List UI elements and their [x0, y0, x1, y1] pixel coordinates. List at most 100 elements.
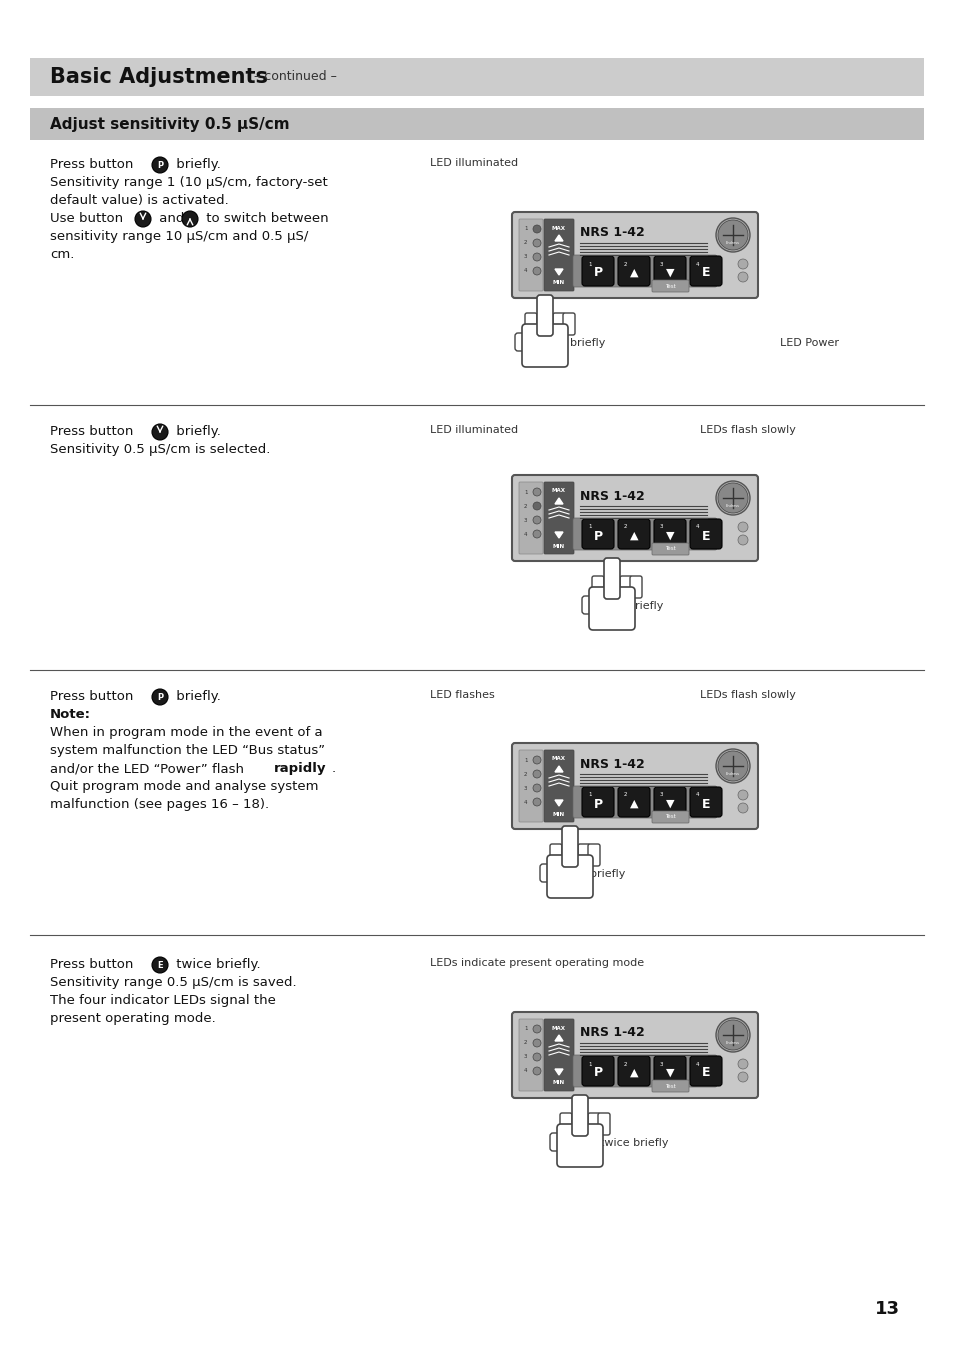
Polygon shape	[555, 1036, 562, 1041]
Text: 13: 13	[874, 1301, 899, 1318]
Circle shape	[533, 502, 540, 510]
Text: 4: 4	[696, 525, 699, 530]
Text: MAX: MAX	[552, 226, 565, 230]
Text: 4: 4	[696, 1061, 699, 1067]
Polygon shape	[555, 800, 562, 806]
Text: LED illuminated: LED illuminated	[430, 158, 517, 168]
FancyBboxPatch shape	[573, 518, 717, 550]
Text: 2: 2	[523, 503, 527, 508]
Circle shape	[152, 425, 168, 439]
FancyBboxPatch shape	[603, 558, 619, 599]
FancyBboxPatch shape	[557, 1124, 602, 1167]
Text: NRS 1-42: NRS 1-42	[579, 1026, 644, 1040]
FancyBboxPatch shape	[537, 295, 553, 337]
Text: briefly: briefly	[589, 869, 625, 879]
Text: LED illuminated: LED illuminated	[430, 425, 517, 435]
Circle shape	[182, 211, 198, 227]
Text: 2: 2	[623, 792, 627, 798]
FancyBboxPatch shape	[587, 844, 599, 867]
FancyBboxPatch shape	[512, 475, 758, 561]
Circle shape	[533, 488, 540, 496]
Text: briefly.: briefly.	[172, 690, 221, 703]
Text: LEDs indicate present operating mode: LEDs indicate present operating mode	[430, 959, 643, 968]
Circle shape	[738, 260, 747, 269]
FancyBboxPatch shape	[654, 519, 685, 549]
Polygon shape	[555, 498, 562, 504]
FancyBboxPatch shape	[543, 219, 574, 291]
Circle shape	[152, 157, 168, 173]
FancyBboxPatch shape	[618, 519, 649, 549]
Text: 2: 2	[523, 1041, 527, 1045]
Text: 1: 1	[523, 489, 527, 495]
Circle shape	[716, 749, 749, 783]
Text: Test: Test	[664, 284, 675, 288]
Text: P: P	[593, 266, 602, 280]
FancyBboxPatch shape	[553, 314, 564, 335]
Text: P: P	[593, 798, 602, 810]
Text: and/or the LED “Power” flash: and/or the LED “Power” flash	[50, 763, 248, 775]
Circle shape	[718, 220, 747, 250]
Circle shape	[533, 516, 540, 525]
FancyBboxPatch shape	[689, 1056, 721, 1086]
Text: Press button: Press button	[50, 158, 137, 170]
Text: ▼: ▼	[665, 268, 674, 279]
Text: 1: 1	[587, 261, 591, 266]
FancyBboxPatch shape	[30, 58, 923, 96]
FancyBboxPatch shape	[543, 483, 574, 554]
Circle shape	[716, 218, 749, 251]
Text: The four indicator LEDs signal the: The four indicator LEDs signal the	[50, 994, 275, 1007]
FancyBboxPatch shape	[689, 787, 721, 817]
Circle shape	[738, 790, 747, 800]
Text: E: E	[701, 530, 709, 542]
Circle shape	[533, 1038, 540, 1046]
FancyBboxPatch shape	[573, 786, 717, 818]
Text: Quit program mode and analyse system: Quit program mode and analyse system	[50, 780, 318, 794]
FancyBboxPatch shape	[618, 1056, 649, 1086]
FancyBboxPatch shape	[518, 483, 542, 554]
Text: ▲: ▲	[629, 268, 638, 279]
Circle shape	[716, 1018, 749, 1052]
Circle shape	[533, 530, 540, 538]
Text: E: E	[701, 266, 709, 280]
FancyBboxPatch shape	[581, 787, 614, 817]
Text: 3: 3	[523, 518, 527, 522]
FancyBboxPatch shape	[521, 324, 567, 366]
FancyBboxPatch shape	[524, 314, 537, 335]
Text: Sensitivity range 1 (10 µS/cm, factory-set: Sensitivity range 1 (10 µS/cm, factory-s…	[50, 176, 328, 189]
Text: briefly: briefly	[569, 338, 605, 347]
Text: Use button: Use button	[50, 212, 128, 224]
FancyBboxPatch shape	[550, 1133, 569, 1151]
Text: Sensitivity 0.5 µS/cm is selected.: Sensitivity 0.5 µS/cm is selected.	[50, 443, 270, 456]
FancyBboxPatch shape	[518, 219, 542, 291]
FancyBboxPatch shape	[618, 787, 649, 817]
Text: rapidly: rapidly	[274, 763, 326, 775]
FancyBboxPatch shape	[588, 587, 635, 630]
FancyBboxPatch shape	[654, 787, 685, 817]
Text: 1: 1	[523, 1026, 527, 1032]
FancyBboxPatch shape	[515, 333, 535, 352]
Text: 2: 2	[523, 241, 527, 246]
Text: 2: 2	[623, 525, 627, 530]
FancyBboxPatch shape	[592, 576, 603, 598]
Text: 1: 1	[587, 792, 591, 798]
Circle shape	[533, 784, 540, 792]
FancyBboxPatch shape	[518, 750, 542, 822]
Text: MAX: MAX	[552, 757, 565, 761]
Polygon shape	[555, 531, 562, 538]
Text: P: P	[157, 694, 163, 702]
Circle shape	[738, 535, 747, 545]
Text: P: P	[593, 1067, 602, 1079]
Text: 4: 4	[523, 799, 527, 804]
Text: Test: Test	[664, 546, 675, 552]
Circle shape	[738, 1059, 747, 1069]
FancyBboxPatch shape	[581, 596, 601, 614]
Text: cm.: cm.	[50, 247, 74, 261]
Text: 1: 1	[587, 1061, 591, 1067]
FancyBboxPatch shape	[651, 544, 688, 556]
Text: – continued –: – continued –	[250, 70, 336, 84]
Text: E: E	[701, 1067, 709, 1079]
Text: default value) is activated.: default value) is activated.	[50, 193, 229, 207]
Text: NRS 1-42: NRS 1-42	[579, 227, 644, 239]
Circle shape	[533, 253, 540, 261]
FancyBboxPatch shape	[651, 1080, 688, 1092]
